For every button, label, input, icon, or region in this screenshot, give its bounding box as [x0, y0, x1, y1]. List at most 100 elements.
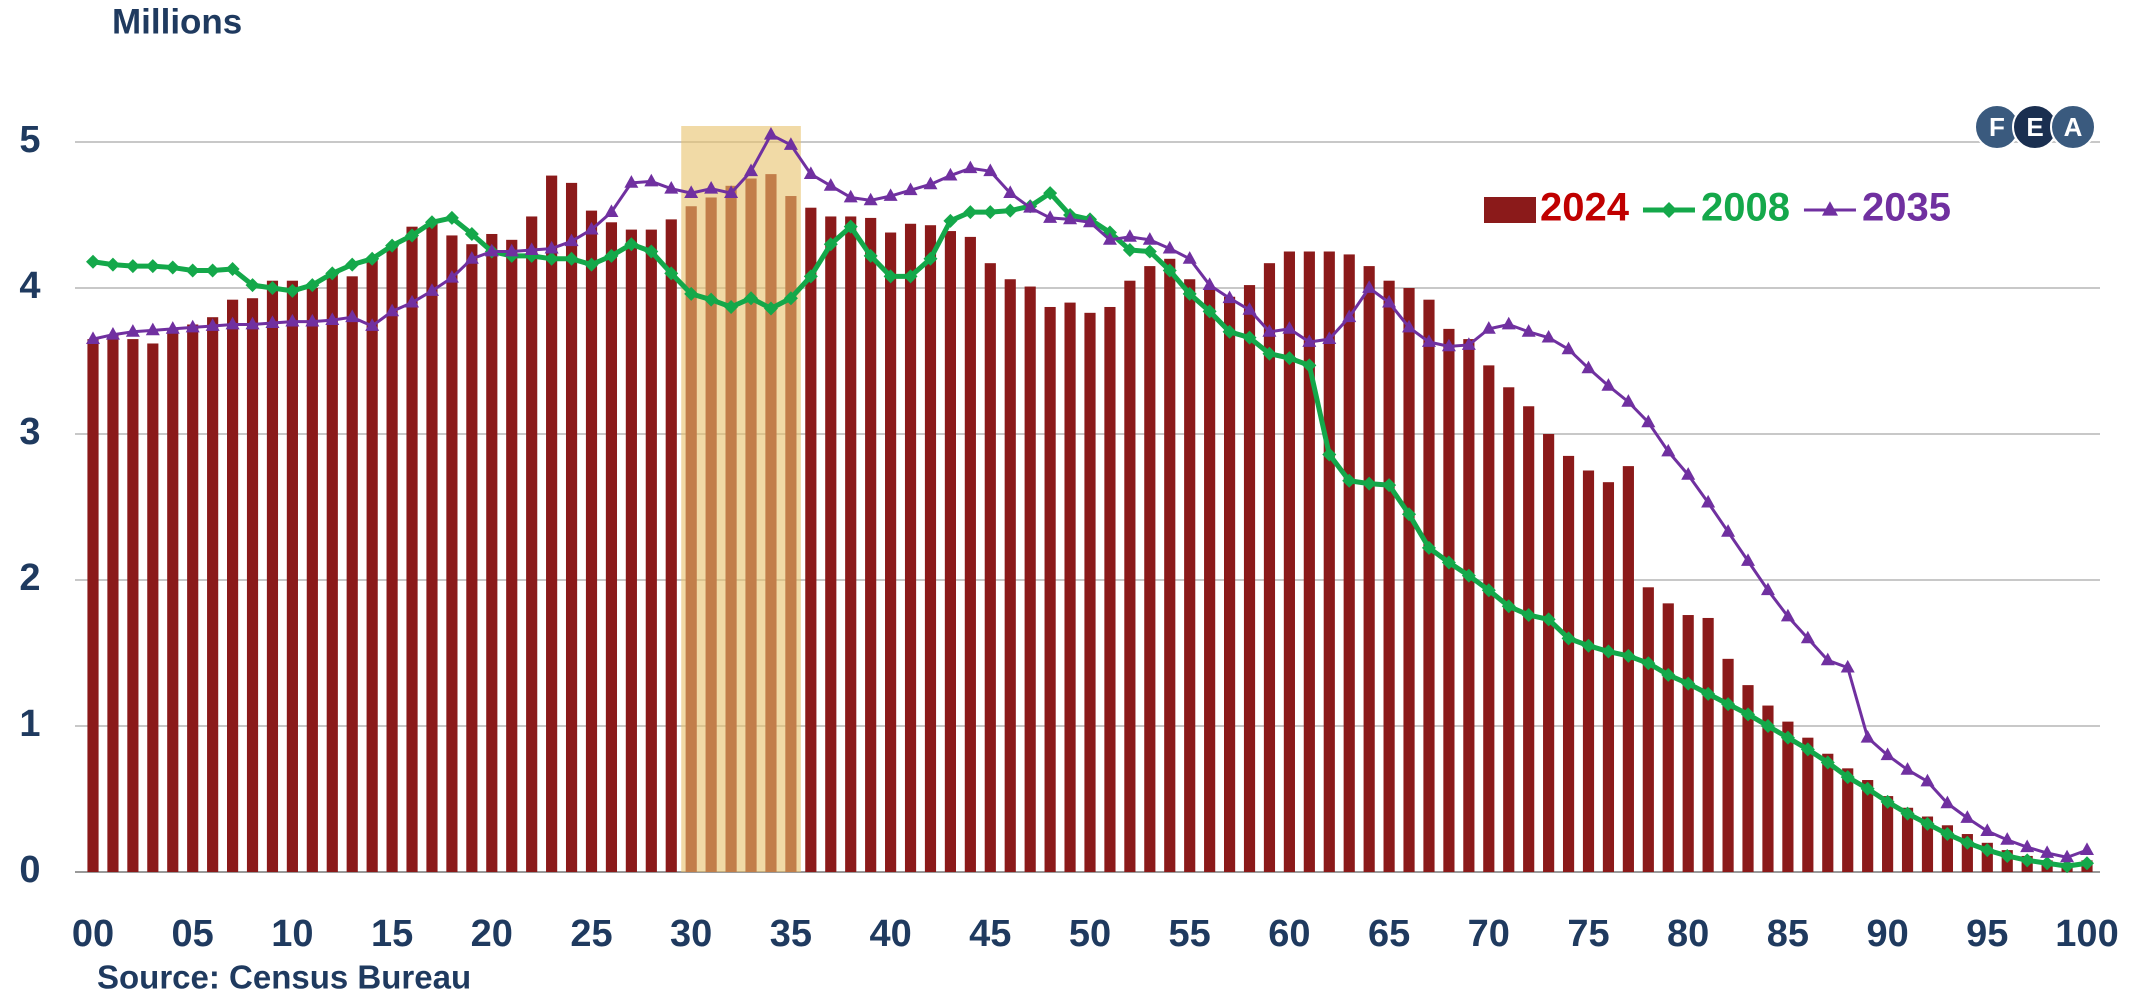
x-tick-label: 70	[1468, 913, 1510, 955]
marker	[1840, 659, 1855, 673]
marker	[1581, 360, 1596, 374]
marker	[105, 327, 120, 340]
marker	[1721, 697, 1736, 712]
bar	[1124, 280, 1136, 872]
x-tick-label: 80	[1667, 913, 1709, 955]
bar	[1562, 455, 1575, 872]
marker	[305, 313, 320, 327]
marker	[943, 167, 958, 181]
bar	[1463, 339, 1475, 873]
highlight-band	[681, 126, 801, 872]
bar	[984, 263, 996, 872]
marker	[823, 237, 838, 252]
marker	[1162, 263, 1177, 278]
marker	[1461, 337, 1476, 350]
marker	[624, 175, 639, 188]
marker	[345, 309, 360, 323]
marker	[1481, 583, 1496, 598]
marker	[724, 185, 739, 198]
bar	[565, 182, 578, 872]
bar	[885, 232, 897, 872]
x-tick-label: 75	[1567, 913, 1609, 955]
bar	[167, 328, 179, 872]
marker	[1721, 524, 1736, 537]
marker	[1501, 316, 1516, 330]
marker	[744, 291, 759, 306]
marker	[1541, 329, 1556, 343]
x-tick-label: 35	[770, 913, 812, 955]
marker	[1681, 676, 1696, 691]
logo-letter: E	[2026, 112, 2043, 142]
marker	[1900, 762, 1915, 775]
marker	[1741, 553, 1756, 566]
bar	[127, 339, 139, 873]
marker	[604, 204, 619, 217]
bar	[605, 222, 618, 873]
bar	[226, 299, 239, 872]
marker	[325, 312, 340, 326]
marker	[1780, 730, 1795, 745]
marker	[145, 322, 160, 336]
bar	[147, 343, 159, 873]
marker	[1003, 203, 1018, 218]
marker	[1102, 232, 1117, 245]
x-tick-label: 65	[1368, 913, 1410, 955]
logo-letter: A	[2064, 112, 2083, 142]
bar	[1842, 768, 1854, 872]
marker	[1362, 280, 1377, 293]
marker	[1262, 324, 1277, 337]
marker	[1142, 232, 1157, 245]
bar	[805, 207, 817, 872]
bar	[1104, 306, 1116, 873]
x-tick-label: 00	[72, 913, 114, 955]
marker	[165, 260, 180, 275]
bar	[1164, 258, 1176, 872]
marker	[1820, 652, 1835, 666]
marker	[1063, 211, 1078, 225]
marker	[265, 281, 280, 295]
bar	[1283, 251, 1295, 872]
bar	[1921, 816, 1934, 872]
marker	[225, 262, 240, 277]
x-tick-label: 30	[670, 913, 712, 955]
bar	[1662, 603, 1674, 872]
marker	[1262, 346, 1277, 361]
marker	[1162, 240, 1177, 254]
marker	[305, 278, 320, 293]
y-tick-label: 5	[19, 119, 40, 161]
marker	[86, 331, 100, 344]
x-tick-label: 85	[1767, 913, 1809, 955]
marker	[1900, 806, 1915, 821]
marker	[2040, 845, 2055, 858]
bar	[865, 217, 877, 873]
marker	[464, 226, 479, 241]
marker	[86, 254, 100, 269]
bar	[1682, 615, 1694, 872]
bar	[1862, 780, 1874, 872]
marker	[1342, 473, 1357, 488]
marker	[385, 238, 400, 253]
bar	[1243, 285, 1256, 873]
marker	[1641, 414, 1656, 428]
marker	[1681, 467, 1696, 480]
legend-label: 2024	[1540, 186, 1630, 230]
marker	[1800, 630, 1815, 644]
marker	[1322, 447, 1337, 462]
marker	[1202, 277, 1217, 290]
marker	[1382, 478, 1397, 493]
marker	[2080, 842, 2094, 855]
marker	[1142, 244, 1157, 259]
marker	[1023, 200, 1038, 213]
bar	[187, 324, 199, 872]
marker	[1521, 324, 1536, 337]
marker	[1561, 341, 1576, 355]
bar	[1223, 296, 1236, 872]
marker	[1521, 608, 1536, 623]
marker	[704, 292, 719, 307]
marker	[1441, 555, 1456, 570]
marker	[1003, 185, 1018, 198]
bar	[645, 229, 657, 873]
marker	[265, 315, 280, 328]
marker	[783, 291, 798, 306]
marker	[165, 321, 180, 334]
